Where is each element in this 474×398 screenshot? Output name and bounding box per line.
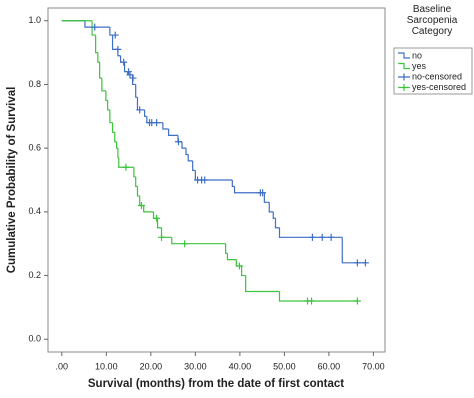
x-tick-label: 60.00 — [318, 361, 341, 371]
y-axis-title: Cumulative Probability of Survival — [6, 87, 18, 274]
survival-step — [143, 205, 154, 213]
survival-step — [274, 218, 280, 229]
censor-mark — [259, 189, 267, 197]
survival-step — [91, 20, 96, 36]
x-axis-title: Survival (months) from the date of first… — [88, 378, 344, 390]
survival-step — [192, 160, 196, 172]
censor-mark — [201, 176, 209, 184]
y-tick-label: 0.0 — [28, 334, 41, 344]
survival-step — [109, 109, 113, 124]
y-tick-label: 0.4 — [28, 206, 41, 216]
y-tick-label: 0.6 — [28, 143, 41, 153]
survival-step — [187, 154, 193, 162]
legend-box — [393, 47, 473, 95]
censor-mark — [308, 233, 316, 241]
censor-mark — [111, 31, 119, 39]
survival-step — [185, 148, 189, 156]
survival-step — [136, 186, 140, 197]
legend-marker — [398, 73, 410, 81]
survival-step — [156, 218, 162, 229]
survival-step — [268, 202, 274, 213]
censor-mark — [120, 58, 128, 66]
survival-step — [162, 122, 169, 130]
x-tick-label: 40.00 — [229, 361, 252, 371]
censor-mark — [318, 233, 326, 241]
x-tick-label: 30.00 — [184, 361, 207, 371]
legend-label: no — [412, 50, 422, 60]
censor-mark — [125, 68, 133, 76]
survival-step — [245, 275, 280, 293]
censor-mark — [91, 23, 99, 31]
y-tick-label: 0.2 — [28, 270, 41, 280]
survival-step — [272, 211, 276, 219]
survival-step — [97, 52, 100, 63]
censor-mark — [353, 259, 361, 267]
censor-mark — [136, 106, 144, 114]
censor-mark — [122, 163, 130, 171]
survival-step — [231, 180, 235, 187]
legend-label: no-censored — [412, 71, 462, 81]
censor-mark — [235, 262, 243, 270]
survival-step — [263, 192, 270, 203]
survival-step — [111, 122, 115, 133]
x-tick-label: .00 — [56, 361, 69, 371]
censor-mark — [153, 119, 161, 127]
survival-step — [171, 237, 226, 245]
x-tick-label: 50.00 — [273, 361, 296, 371]
censor-mark — [181, 240, 189, 248]
survival-step — [115, 141, 118, 149]
x-tick-label: 70.00 — [362, 361, 385, 371]
survival-step — [168, 129, 178, 137]
survival-step — [101, 78, 106, 92]
survival-step — [84, 20, 110, 28]
legend-title: Baseline Sarcopenia Category — [406, 4, 458, 37]
survival-step — [135, 176, 138, 187]
legend-marker — [398, 52, 410, 59]
survival-step — [226, 253, 237, 261]
survival-step — [241, 266, 246, 277]
censor-mark — [308, 297, 316, 305]
x-tick-label: 10.00 — [95, 361, 118, 371]
censor-mark — [114, 45, 122, 53]
survival-step — [107, 100, 110, 111]
survival-step — [233, 186, 265, 194]
survival-step — [99, 62, 102, 79]
censor-mark — [174, 138, 182, 146]
legend-marker — [398, 84, 410, 91]
censor-mark — [353, 297, 361, 305]
censor-mark — [158, 233, 166, 241]
x-tick-label: 20.00 — [140, 361, 163, 371]
censor-mark — [129, 74, 137, 82]
censor-mark — [137, 201, 145, 209]
legend-label: yes-censored — [412, 82, 466, 92]
censor-mark — [126, 71, 134, 79]
y-tick-label: 1.0 — [28, 15, 41, 25]
censor-mark — [361, 259, 369, 267]
legend-marker — [398, 62, 410, 70]
censor-mark — [153, 214, 161, 222]
survival-step — [225, 243, 228, 254]
survival-step — [105, 90, 108, 101]
legend-label: yes — [412, 61, 427, 71]
censor-mark — [327, 233, 335, 241]
survival-step — [109, 27, 113, 36]
survival-step — [144, 109, 147, 117]
survival-step — [95, 35, 98, 54]
survival-step — [278, 291, 358, 302]
survival-step — [181, 141, 187, 149]
y-tick-label: 0.8 — [28, 79, 41, 89]
